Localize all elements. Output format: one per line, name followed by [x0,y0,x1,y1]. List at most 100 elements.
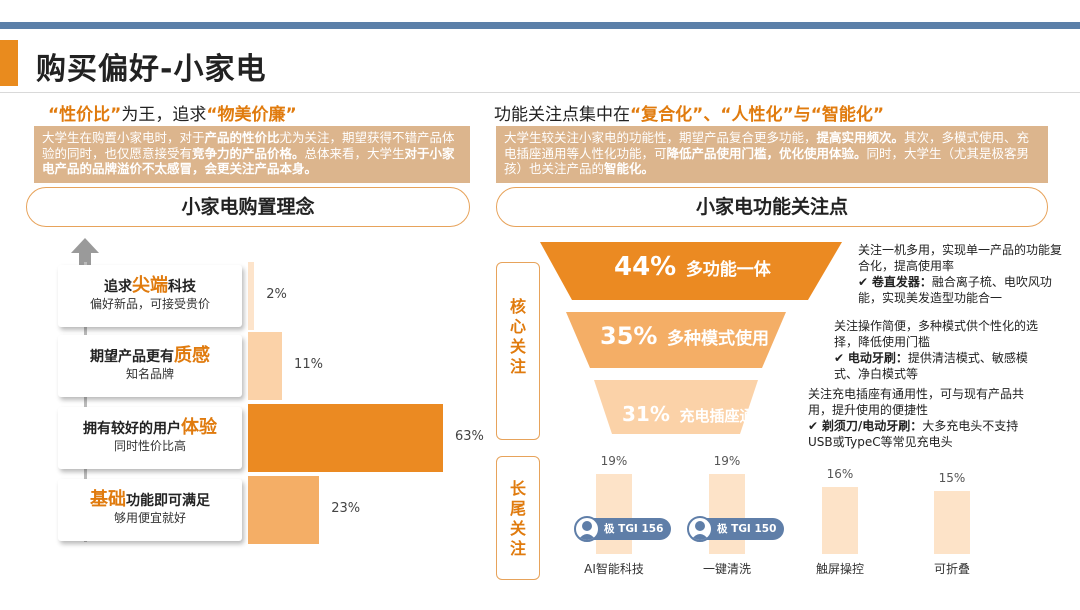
feature-funnel [540,242,842,434]
right-headline-sep2: 与 [793,105,811,125]
longtail-category-label: 触屏操控 [815,562,864,576]
longtail-bar [934,490,970,554]
bar [248,332,283,400]
right-summary-text-1: 大学生较关注小家电的功能性，期望产品复合更多功能， [504,130,817,145]
category-subtitle: 够用便宜就好 [113,511,186,525]
funnel-pct-1: 44% [614,252,677,282]
top-accent-bar [0,22,1080,29]
category-subtitle: 同时性价比高 [113,439,186,453]
left-axis [84,262,87,542]
category-title: 期望产品更有质感 [58,347,242,366]
right-headline-q1: “复合化” [630,105,704,125]
category-title-post: 功能即可满足 [126,493,210,509]
funnel-name-1: 多功能一体 [685,260,771,280]
longtail-tag-char: 关 [509,519,526,538]
left-summary-text-1: 大学生在购置小家电时，对于 [42,130,205,145]
left-summary: 大学生在购置小家电时，对于产品的性价比尤为关注，期望获得不错产品体验的同时，也仅… [34,126,470,183]
longtail-focus-tag: 长 尾 关 注 [496,456,540,580]
avatar [574,516,600,542]
bar-value-label: 11% [294,357,323,372]
left-summary-bold-2: 竞争力的产品价格。 [192,145,305,161]
funnel-desc-3-example: 剃须刀/电动牙刷： [821,419,923,433]
category-title-highlight: 基础 [90,489,126,510]
longtail-value-label: 19% [713,454,741,468]
category-subtitle: 偏好新品，可接受贵价 [89,297,210,311]
category-title: 追求尖端科技 [58,277,242,296]
title-divider [0,92,1080,93]
bar [248,262,255,330]
longtail-tag-char: 注 [509,539,526,558]
category-title-highlight: 尖端 [132,275,168,296]
bar [248,404,443,472]
funnel-name-2: 多种模式使用 [667,329,770,349]
page-title: 购买偏好-小家电 [36,52,267,87]
right-headline-text: 功能关注点集中在 [494,105,630,125]
bar-value-label: 63% [455,429,484,444]
core-focus-tag: 核 心 关 注 [496,262,540,440]
category-title-pre: 期望产品更有 [90,349,174,365]
left-summary-text-2: 尤为关注，期望获得不错产品体验的同时，也仅愿意接受有 [42,130,455,161]
category-title: 拥有较好的用户体验 [58,419,242,438]
right-summary: 大学生较关注小家电的功能性，期望产品复合更多功能，提高实用频次。其次，多模式使用… [496,126,1048,183]
title-accent [0,40,18,86]
check-icon: ✔ [858,275,869,289]
core-tag-char: 关 [509,337,526,356]
check-icon: ✔ [808,419,819,433]
bar-value-label: 2% [266,287,287,302]
tgi-badge: 极 TGI 156 [574,516,672,542]
longtail-value-label: 16% [826,466,854,481]
longtail-category-label: AI智能科技 [584,562,644,576]
right-headline-q3: “智能化” [810,105,885,125]
right-summary-bold-1: 提高实用频次。 [816,130,905,145]
tgi-badge: 极 TGI 150 [687,516,785,542]
longtail-tag-char: 长 [509,479,526,498]
tgi-badge-text: 极 TGI 156 [604,523,664,535]
left-headline-mid: 为王，追求 [121,105,207,125]
category-title-post: 科技 [168,279,196,295]
left-summary-text-3: 总体来看，大学生 [304,145,405,161]
funnel-pct-3: 31% [622,402,670,426]
funnel-layer-2 [566,312,786,368]
avatar [687,516,713,542]
category-title-pre: 追求 [104,279,132,295]
check-icon: ✔ [834,351,845,365]
funnel-desc-2: 关注操作简便，多种模式供个性化的选择，降低使用门槛 ✔ 电动牙刷：提供清洁模式、… [834,318,1042,382]
funnel-layer-3 [594,380,758,434]
funnel-desc-1-text: 关注一机多用，实现单一产品的功能复合化，提高使用率 [858,243,1063,273]
category-title-highlight: 质感 [174,345,210,366]
longtail-bar [596,474,632,554]
right-section-title: 小家电功能关注点 [496,187,1048,227]
right-headline-sep1: 、 [703,105,721,125]
longtail-value-label: 19% [600,454,628,468]
core-tag-char: 心 [509,317,526,336]
category-card: 期望产品更有质感 知名品牌 [58,335,242,397]
funnel-desc-2-text: 关注操作简便，多种模式供个性化的选择，降低使用门槛 [834,319,1039,349]
funnel-name-3: 充电插座通用 [679,407,770,425]
left-section-title: 小家电购置理念 [26,187,470,227]
funnel-desc-1-example: 卷直发器： [871,275,932,289]
funnel-desc-3-detail: 大多充电头不支持USB或TypeC等常见充电头 [808,419,1019,449]
funnel-desc-1-detail: 融合离子梳、电吹风功能，实现美发造型功能合一 [858,275,1052,305]
funnel-label-2: 35% 多种模式使用 [600,322,769,350]
funnel-desc-3-text: 关注充电插座有通用性，可与现有产品共用，提升使用的便捷性 [808,387,1025,417]
funnel-layer-1 [540,242,842,300]
tgi-badge-text: 极 TGI 150 [717,523,777,535]
right-headline: 功能关注点集中在“复合化”、“人性化”与“智能化” [494,100,884,125]
core-tag-char: 核 [509,297,526,316]
category-subtitle: 知名品牌 [125,367,174,381]
funnel-label-1: 44% 多功能一体 [614,252,771,282]
right-summary-bold-2: 降低产品使用门槛，优化使用体验。 [666,145,867,161]
category-card: 拥有较好的用户体验 同时性价比高 [58,407,242,469]
longtail-value-label: 15% [938,470,966,485]
right-summary-text-3: 同时，大学生（尤其是极客男孩）也关注产品的 [504,145,1030,177]
longtail-tag-char: 尾 [509,499,526,518]
category-card: 基础功能即可满足 够用便宜就好 [58,479,242,541]
right-summary-text-2: 其次，多模式使用、充电插座通用等人性化功能，可 [504,130,1030,161]
bar-value-label: 23% [331,501,361,516]
category-title: 基础功能即可满足 [58,491,242,510]
funnel-desc-2-example: 电动牙刷： [847,351,908,365]
funnel-label-3: 31% 充电插座通用 [622,402,769,426]
core-tag-char: 注 [509,357,526,376]
category-title-pre: 拥有较好的用户 [83,421,181,437]
funnel-desc-2-detail: 提供清洁模式、敏感模式、净白模式等 [834,351,1028,381]
